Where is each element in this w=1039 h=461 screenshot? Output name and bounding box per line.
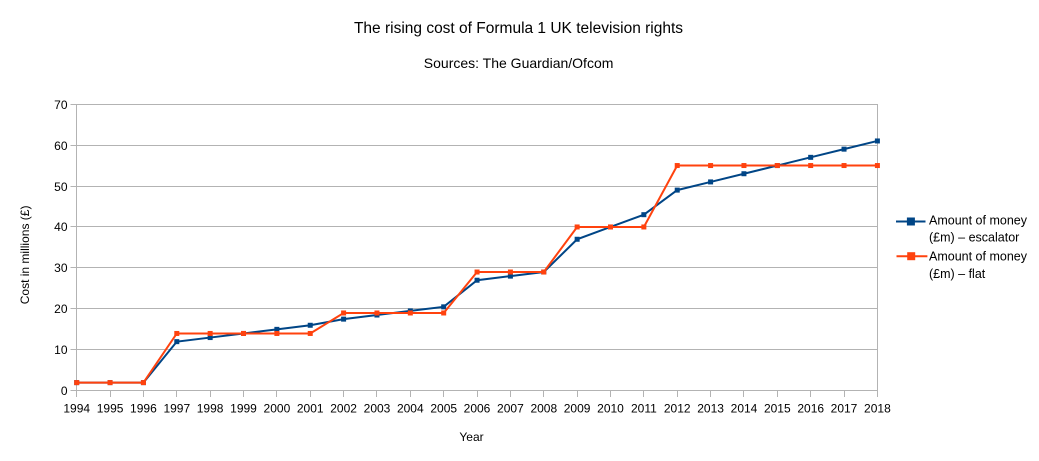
- svg-text:2006: 2006: [464, 402, 491, 416]
- svg-text:1999: 1999: [230, 402, 257, 416]
- svg-text:Year: Year: [459, 430, 483, 444]
- svg-text:50: 50: [54, 180, 68, 194]
- svg-text:2013: 2013: [697, 402, 724, 416]
- svg-text:Cost in millions (£): Cost in millions (£): [18, 206, 32, 305]
- svg-text:1994: 1994: [63, 402, 90, 416]
- svg-text:2007: 2007: [497, 402, 524, 416]
- svg-text:2001: 2001: [297, 402, 324, 416]
- svg-text:(£m) – escalator: (£m) – escalator: [929, 231, 1019, 245]
- svg-text:Amount of money: Amount of money: [929, 250, 1028, 264]
- svg-text:1998: 1998: [197, 402, 224, 416]
- svg-text:2003: 2003: [364, 402, 391, 416]
- svg-text:2002: 2002: [330, 402, 357, 416]
- svg-text:2015: 2015: [764, 402, 791, 416]
- svg-text:2018: 2018: [864, 402, 891, 416]
- svg-text:1997: 1997: [163, 402, 190, 416]
- svg-text:70: 70: [54, 98, 68, 112]
- svg-text:2009: 2009: [564, 402, 591, 416]
- svg-text:0: 0: [61, 384, 68, 398]
- svg-text:2017: 2017: [831, 402, 858, 416]
- svg-text:2004: 2004: [397, 402, 424, 416]
- svg-text:Sources: The Guardian/Ofcom: Sources: The Guardian/Ofcom: [424, 55, 614, 71]
- svg-text:2012: 2012: [664, 402, 691, 416]
- svg-text:60: 60: [54, 139, 68, 153]
- svg-text:40: 40: [54, 220, 68, 234]
- svg-text:2000: 2000: [264, 402, 291, 416]
- svg-text:2014: 2014: [731, 402, 758, 416]
- svg-text:The rising cost of Formula 1 U: The rising cost of Formula 1 UK televisi…: [354, 20, 683, 37]
- svg-text:(£m) – flat: (£m) – flat: [929, 267, 986, 281]
- svg-text:1996: 1996: [130, 402, 157, 416]
- svg-text:20: 20: [54, 302, 68, 316]
- svg-text:30: 30: [54, 261, 68, 275]
- svg-text:2011: 2011: [631, 402, 657, 416]
- svg-text:1995: 1995: [97, 402, 124, 416]
- svg-text:Amount of money: Amount of money: [929, 214, 1028, 228]
- svg-text:2008: 2008: [530, 402, 557, 416]
- svg-text:2016: 2016: [797, 402, 824, 416]
- svg-text:2010: 2010: [597, 402, 624, 416]
- svg-text:2005: 2005: [430, 402, 457, 416]
- svg-text:10: 10: [54, 343, 68, 357]
